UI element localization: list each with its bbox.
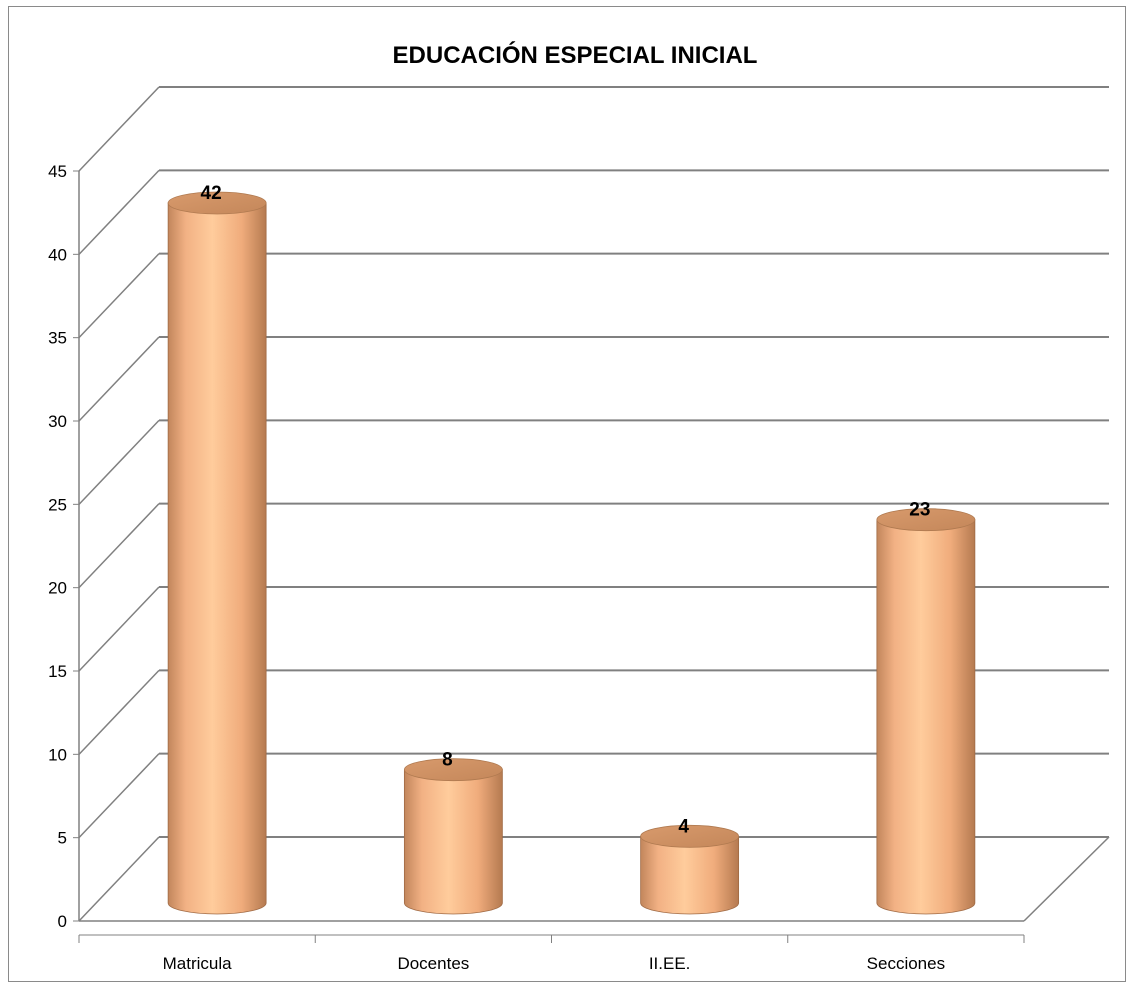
category-label-secciones: Secciones — [867, 954, 945, 973]
gridline-side-35 — [78, 253, 160, 339]
category-label-matricula: Matricula — [163, 954, 233, 973]
gridline-side-20 — [78, 503, 160, 589]
gridline-side-10 — [78, 669, 160, 755]
bar-ii-ee- — [640, 824, 740, 915]
bar-body — [167, 202, 267, 915]
data-label-secciones: 23 — [909, 500, 930, 521]
floor-right-edge — [1023, 836, 1110, 922]
y-tick-label: 20 — [48, 579, 67, 598]
grid-layer — [78, 86, 1109, 922]
x-category-labels: Matricula Docentes II.EE. Secciones — [78, 935, 1025, 973]
gridline-side-5 — [78, 753, 160, 839]
category-label-docentes: Docentes — [397, 954, 469, 973]
bar-layer — [167, 191, 976, 915]
y-tick-label: 40 — [48, 245, 67, 264]
bar-cap — [640, 824, 740, 848]
data-label-ii-ee-: 4 — [678, 816, 689, 837]
category-label-ii-ee-: II.EE. — [649, 954, 691, 973]
bar-body — [403, 769, 503, 915]
gridline-side-40 — [78, 169, 160, 255]
bar-cap — [876, 508, 976, 532]
gridline-side-45 — [78, 86, 160, 172]
y-tick-labels: 0 5 10 15 20 25 30 35 40 45 — [48, 162, 79, 931]
chart-frame: EDUCACIÓN ESPECIAL INICIAL 0 5 10 15 20 25 30 3… — [8, 6, 1126, 982]
bar-docentes — [403, 758, 503, 915]
gridline-side-15 — [78, 586, 160, 672]
chart-svg: EDUCACIÓN ESPECIAL INICIAL 0 5 10 15 20 25 30 3… — [48, 41, 1110, 973]
data-labels: 42 8 4 23 — [201, 183, 931, 837]
gridline-side-25 — [78, 419, 160, 505]
y-tick-label: 5 — [58, 829, 67, 848]
bar-matricula — [167, 191, 267, 915]
y-tick-label: 25 — [48, 495, 67, 514]
y-tick-label: 35 — [48, 329, 67, 348]
bar-cap — [167, 191, 267, 215]
y-tick-label: 0 — [58, 912, 67, 931]
bar-cap — [403, 758, 503, 782]
bar-secciones — [876, 508, 976, 915]
bar-body — [640, 835, 740, 915]
y-tick-label: 10 — [48, 745, 67, 764]
chart-title: EDUCACIÓN ESPECIAL INICIAL — [393, 41, 758, 69]
data-label-docentes: 8 — [442, 750, 453, 771]
data-label-matricula: 42 — [201, 183, 222, 204]
y-tick-label: 15 — [48, 662, 67, 681]
y-tick-label: 30 — [48, 412, 67, 431]
gridline-side-30 — [78, 336, 160, 422]
bar-body — [876, 519, 976, 915]
gridline-side-0 — [78, 836, 160, 922]
y-tick-label: 45 — [48, 162, 67, 181]
